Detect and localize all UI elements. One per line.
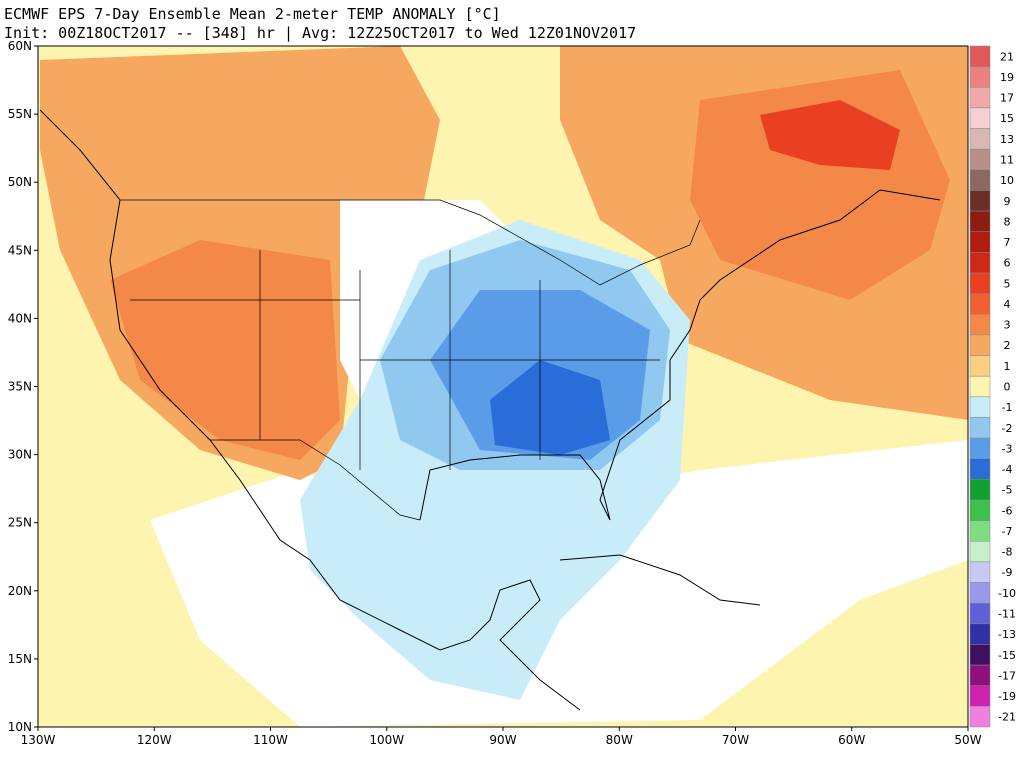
warm-southwest bbox=[110, 240, 340, 460]
lon-label: 130W bbox=[21, 733, 56, 747]
lon-label: 110W bbox=[253, 733, 288, 747]
colorbar-label: 7 bbox=[1004, 236, 1011, 249]
lon-label: 90W bbox=[489, 733, 516, 747]
colorbar-label: -21 bbox=[998, 711, 1016, 724]
colorbar-label: -13 bbox=[998, 628, 1016, 641]
colorbar-label: 11 bbox=[1000, 154, 1014, 167]
lon-label: 60W bbox=[838, 733, 865, 747]
colorbar-swatch bbox=[969, 252, 991, 274]
colorbar-swatch bbox=[969, 520, 991, 542]
hot-labrador bbox=[760, 100, 900, 170]
colorbar-label: 21 bbox=[1000, 50, 1014, 63]
colorbar-swatch bbox=[969, 169, 991, 191]
colorbar-swatch bbox=[969, 706, 991, 728]
colorbar-swatch bbox=[969, 623, 991, 645]
colorbar-label: 19 bbox=[1000, 71, 1014, 84]
colorbar-label: -1 bbox=[1002, 401, 1013, 414]
colorbar-label: -9 bbox=[1002, 566, 1013, 579]
lat-label: 55N bbox=[8, 107, 32, 121]
colorbar-label: -2 bbox=[1002, 422, 1013, 435]
colorbar-label: -17 bbox=[998, 669, 1016, 682]
colorbar-label: 4 bbox=[1004, 298, 1011, 311]
colorbar-swatch bbox=[969, 231, 991, 253]
colorbar-label: 17 bbox=[1000, 92, 1014, 105]
lat-label: 35N bbox=[8, 380, 32, 394]
colorbar-label: -19 bbox=[998, 690, 1016, 703]
colorbar-swatch bbox=[969, 582, 991, 604]
colorbar-label: -5 bbox=[1002, 484, 1013, 497]
lat-label: 60N bbox=[8, 39, 32, 53]
colorbar-swatch bbox=[969, 417, 991, 439]
colorbar-swatch bbox=[969, 66, 991, 88]
colorbar-label: 5 bbox=[1004, 277, 1011, 290]
coast-atlantic bbox=[419, 189, 941, 521]
colorbar-label: 2 bbox=[1004, 339, 1011, 352]
colorbar-label: -11 bbox=[998, 608, 1016, 621]
colorbar-swatch bbox=[969, 45, 991, 67]
lat-label: 20N bbox=[8, 584, 32, 598]
colorbar-swatch bbox=[969, 355, 991, 377]
colorbar-swatch bbox=[969, 314, 991, 336]
lon-label: 80W bbox=[606, 733, 633, 747]
colorbar-swatch bbox=[969, 479, 991, 501]
colorbar-swatch bbox=[969, 148, 991, 171]
colorbar-label: 15 bbox=[1000, 112, 1014, 125]
coast-caribbean bbox=[559, 554, 761, 606]
colorbar-label: -4 bbox=[1002, 463, 1013, 476]
colorbar-swatch bbox=[969, 334, 991, 356]
colorbar-swatch bbox=[969, 644, 991, 666]
colorbar-label: 10 bbox=[1000, 174, 1014, 187]
colorbar-swatch bbox=[969, 128, 991, 150]
colder-southeast bbox=[490, 360, 610, 455]
title: ECMWF EPS 7-Day Ensemble Mean 2-meter TE… bbox=[4, 5, 501, 23]
map bbox=[37, 45, 969, 728]
state-borders bbox=[130, 250, 660, 470]
colorbar-label: 9 bbox=[1004, 195, 1011, 208]
colorbar-label: -3 bbox=[1002, 442, 1013, 455]
colorbar-label: -10 bbox=[998, 587, 1016, 600]
lat-label: 40N bbox=[8, 311, 32, 325]
colorbar-swatch bbox=[969, 541, 991, 563]
lon-label: 70W bbox=[722, 733, 749, 747]
colorbar-swatch bbox=[969, 375, 991, 398]
lon-label: 120W bbox=[137, 733, 172, 747]
border-us-mexico bbox=[210, 439, 421, 521]
lon-label: 100W bbox=[369, 733, 404, 747]
colorbar-swatch bbox=[969, 685, 991, 707]
lat-label: 25N bbox=[8, 516, 32, 530]
colorbar-swatch bbox=[969, 396, 991, 418]
coast-pacific bbox=[39, 109, 581, 711]
colorbar-label: 3 bbox=[1004, 319, 1011, 332]
colorbar-label: 0 bbox=[1004, 381, 1011, 394]
colorbar-swatch bbox=[969, 210, 991, 232]
colorbar-swatch bbox=[969, 499, 991, 521]
colorbar-swatch bbox=[969, 437, 991, 459]
lat-label: 45N bbox=[8, 243, 32, 257]
colorbar-swatch bbox=[969, 561, 991, 583]
colorbar-label: 6 bbox=[1004, 257, 1011, 270]
lat-label: 10N bbox=[8, 720, 32, 734]
colorbar-swatch bbox=[969, 458, 991, 480]
lon-label: 50W bbox=[954, 733, 981, 747]
colorbar-swatch bbox=[969, 602, 991, 625]
colorbar-swatch bbox=[969, 190, 991, 212]
colorbar-label: -6 bbox=[1002, 504, 1013, 517]
colorbar-label: 8 bbox=[1004, 215, 1011, 228]
colorbar-swatch bbox=[969, 87, 991, 109]
colorbar-label: -7 bbox=[1002, 525, 1013, 538]
lat-label: 50N bbox=[8, 175, 32, 189]
colorbar-label: -8 bbox=[1002, 546, 1013, 559]
colorbar-swatch bbox=[969, 272, 991, 294]
lat-label: 30N bbox=[8, 448, 32, 462]
colorbar-swatch bbox=[969, 664, 991, 686]
lat-label: 15N bbox=[8, 652, 32, 666]
colorbar-label: 1 bbox=[1004, 360, 1011, 373]
border-us-canada bbox=[120, 199, 701, 286]
colorbar-label: -15 bbox=[998, 649, 1016, 662]
colorbar-swatch bbox=[969, 107, 991, 129]
subtitle: Init: 00Z18OCT2017 -- [348] hr | Avg: 12… bbox=[4, 24, 636, 42]
colorbar-swatch bbox=[969, 293, 991, 315]
colorbar-label: 13 bbox=[1000, 133, 1014, 146]
